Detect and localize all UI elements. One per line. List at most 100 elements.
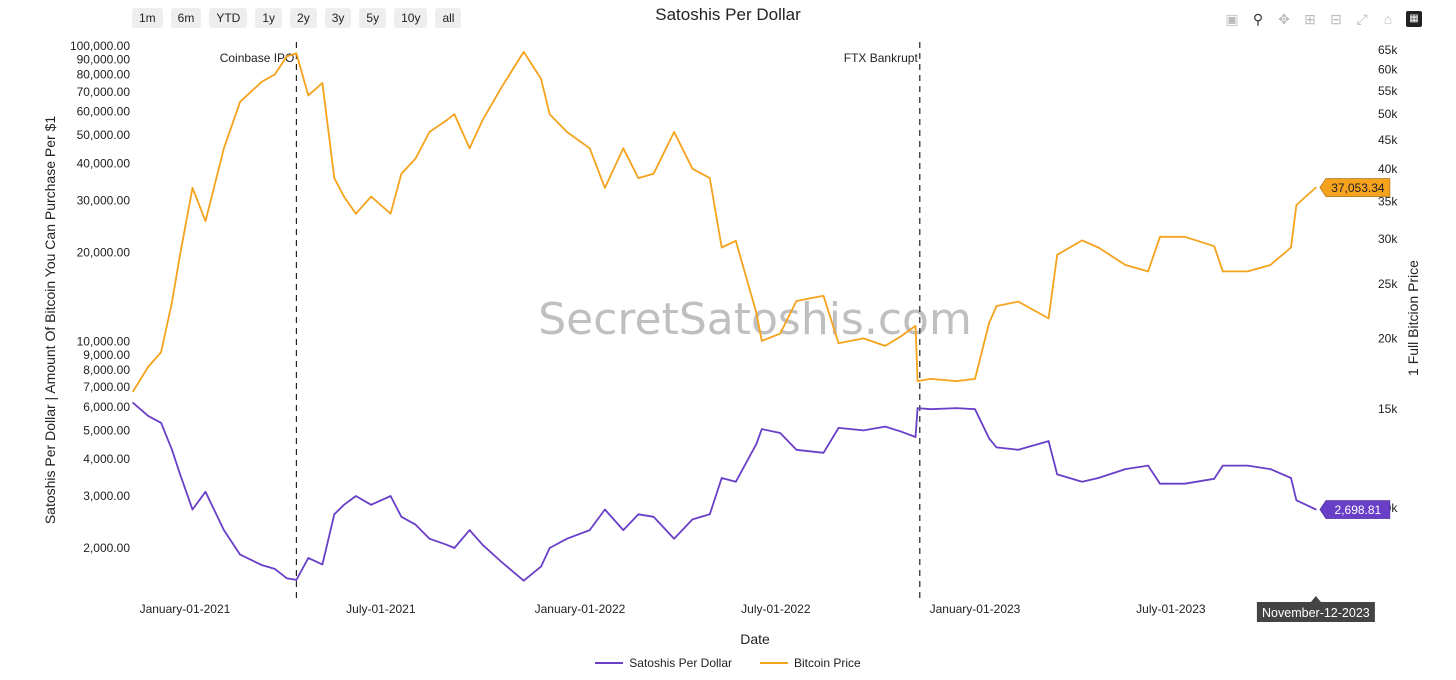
data-point	[916, 380, 919, 382]
y-axis-left-title: Satoshis Per Dollar | Amount Of Bitcoin …	[42, 116, 58, 525]
data-point	[1315, 186, 1317, 189]
data-point	[761, 428, 763, 430]
range-button-1m[interactable]: 1m	[132, 8, 163, 28]
zoom-icon[interactable]: ⚲	[1252, 11, 1264, 27]
data-point	[995, 305, 998, 307]
data-point	[995, 446, 998, 449]
zoom-in-icon[interactable]: ⊞	[1304, 11, 1316, 27]
last-value-label: 37,053.34	[1331, 181, 1385, 195]
data-point	[1081, 481, 1083, 483]
data-point	[1295, 204, 1298, 206]
range-button-10y[interactable]: 10y	[394, 8, 428, 28]
range-button-ytd[interactable]: YTD	[209, 8, 248, 28]
y-left-tick-label: 5,000.00	[83, 423, 130, 437]
range-button-1y[interactable]: 1y	[255, 8, 283, 28]
data-point	[1269, 264, 1272, 266]
y-left-tick-label: 8,000.00	[83, 363, 130, 377]
data-point	[191, 508, 194, 511]
data-point	[307, 557, 310, 559]
data-point	[795, 449, 798, 451]
data-point	[637, 513, 640, 516]
data-point	[673, 131, 675, 133]
data-point	[500, 87, 502, 89]
legend-label: Bitcoin Price	[794, 656, 861, 670]
data-point	[1290, 246, 1292, 249]
data-point	[295, 579, 298, 581]
data-point	[1097, 246, 1100, 249]
range-button-6m[interactable]: 6m	[170, 8, 202, 28]
range-button-all[interactable]: all	[435, 8, 462, 28]
data-point	[1184, 236, 1186, 238]
range-button-2y[interactable]: 2y	[290, 8, 317, 28]
data-point	[755, 443, 758, 445]
legend-item-bitcoin[interactable]: Bitcoin Price	[760, 656, 861, 670]
data-point	[132, 390, 134, 393]
range-selector: 1m 6m YTD 1y 2y 3y 5y 10y all	[132, 8, 462, 28]
data-point	[761, 340, 763, 342]
data-point	[453, 547, 456, 549]
data-point	[720, 477, 723, 479]
data-point	[1315, 508, 1317, 511]
y-left-tick-label: 20,000.00	[77, 246, 131, 260]
zoom-out-icon[interactable]: ⊟	[1330, 11, 1342, 27]
data-point	[453, 113, 456, 115]
data-point	[652, 516, 655, 518]
data-point	[900, 335, 903, 337]
annotation-label: Coinbase IPO	[220, 51, 295, 65]
x-tick-label: July-01-2022	[741, 602, 811, 616]
data-point	[414, 157, 417, 160]
x-tick-label: January-01-2021	[140, 602, 231, 616]
y-right-tick-label: 50k	[1378, 107, 1398, 121]
y-right-tick-label: 65k	[1378, 43, 1398, 57]
data-point	[988, 437, 990, 440]
y-left-tick-label: 6,000.00	[83, 400, 130, 414]
legend-swatch	[595, 662, 624, 664]
data-point	[988, 322, 990, 324]
data-point	[862, 337, 865, 340]
y-right-tick-label: 60k	[1378, 63, 1398, 77]
x-axis-title: Date	[740, 631, 770, 647]
range-button-5y[interactable]: 5y	[359, 8, 387, 28]
hover-date-label: November-12-2023	[1262, 606, 1370, 620]
data-point	[321, 82, 324, 84]
data-point	[261, 80, 263, 83]
data-point	[171, 301, 173, 303]
data-point	[755, 312, 758, 314]
y-left-tick-label: 90,000.00	[77, 53, 131, 67]
data-point	[1124, 264, 1127, 266]
data-point	[1222, 270, 1224, 273]
autoscale-icon[interactable]: ⤢	[1356, 11, 1368, 27]
data-point	[884, 425, 886, 428]
data-point	[709, 177, 711, 179]
legend: Satoshis Per Dollar Bitcoin Price	[0, 656, 1456, 670]
data-point	[223, 529, 225, 531]
data-point	[588, 529, 591, 531]
data-point	[343, 195, 345, 198]
x-tick-label: July-01-2021	[346, 602, 416, 616]
home-icon[interactable]: ⌂	[1383, 11, 1393, 27]
data-point	[822, 452, 825, 454]
y-left-tick-label: 30,000.00	[77, 193, 131, 207]
camera-icon[interactable]: ▣	[1225, 11, 1239, 27]
last-value-badge	[1319, 500, 1391, 519]
data-point	[239, 553, 241, 556]
data-point	[637, 177, 640, 179]
data-point	[295, 52, 298, 55]
data-point	[204, 491, 207, 493]
legend-item-satoshis[interactable]: Satoshis Per Dollar	[595, 656, 732, 670]
data-point	[862, 429, 865, 432]
y-left-tick-label: 4,000.00	[83, 452, 130, 466]
watermark-text: SecretSatoshis.com	[538, 294, 972, 345]
range-button-3y[interactable]: 3y	[324, 8, 352, 28]
data-point	[974, 378, 976, 380]
data-point	[720, 246, 723, 249]
pan-icon[interactable]: ✥	[1278, 11, 1290, 27]
data-point	[974, 408, 976, 411]
data-point	[914, 436, 917, 438]
plotly-logo-icon[interactable]: ▦	[1406, 11, 1422, 27]
data-point	[1047, 440, 1050, 442]
data-point	[343, 504, 345, 506]
data-point	[446, 544, 448, 546]
series-line-satoshis	[132, 402, 1317, 582]
y-right-tick-label: 55k	[1378, 84, 1398, 98]
